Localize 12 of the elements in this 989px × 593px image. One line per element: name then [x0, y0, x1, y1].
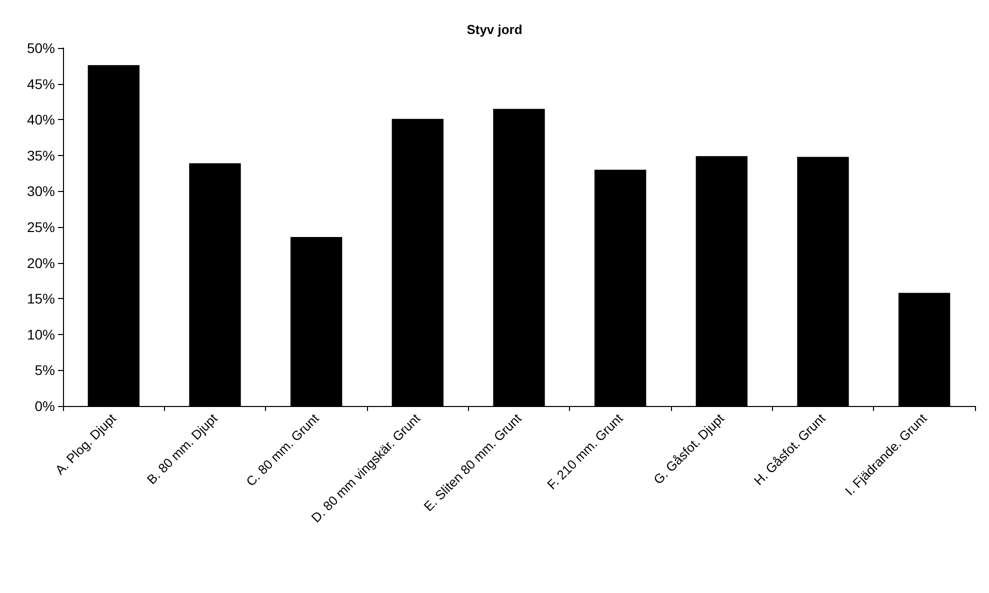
y-tick-label: 30% — [26, 183, 55, 200]
y-tick-label: 25% — [26, 219, 55, 235]
y-tick-label: 40% — [26, 112, 55, 128]
y-tick-label: 10% — [26, 326, 55, 342]
y-tick-label: 50% — [26, 40, 55, 56]
y-tick-label: 20% — [26, 254, 55, 271]
y-tick-label: 35% — [26, 147, 55, 164]
y-tick-label: 15% — [26, 290, 55, 307]
y-tick-label: 5% — [34, 362, 55, 378]
y-tick-label: 45% — [26, 76, 55, 92]
chart-title: Styv jord — [466, 22, 522, 37]
y-tick-label: 0% — [34, 398, 55, 414]
